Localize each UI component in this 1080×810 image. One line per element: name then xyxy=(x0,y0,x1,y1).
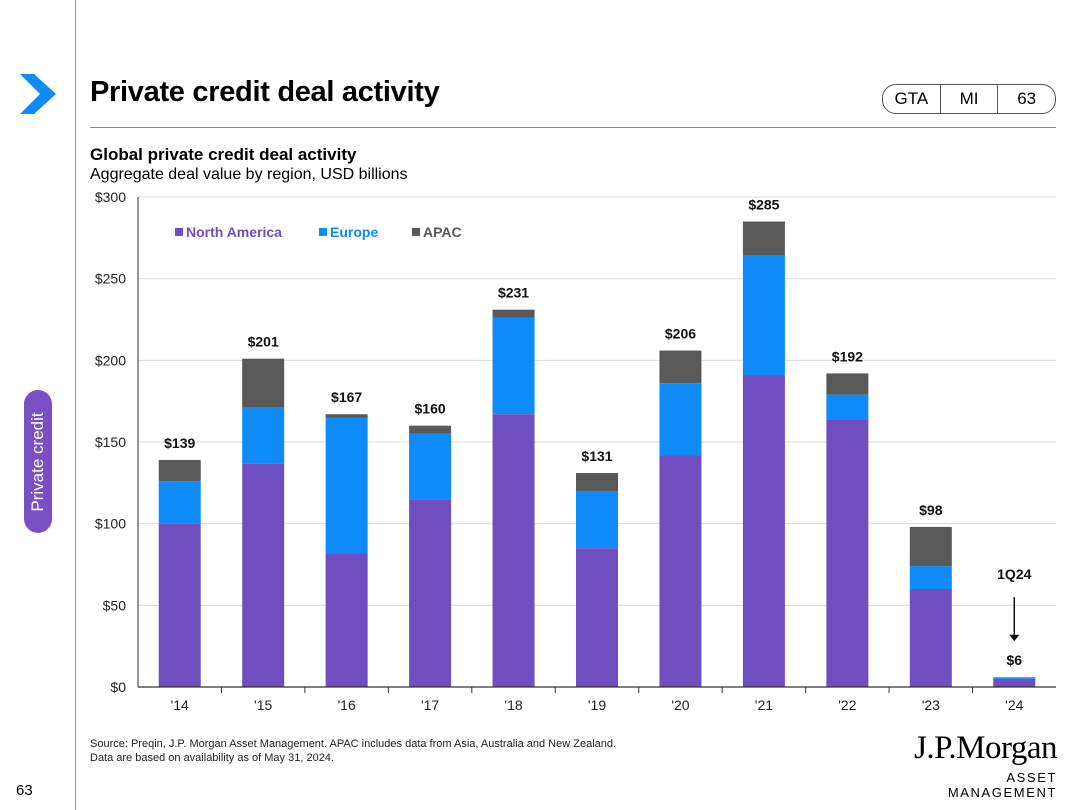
bar-total-label: $131 xyxy=(581,448,612,464)
bar-europe xyxy=(993,677,1036,679)
bar-apac xyxy=(742,221,785,256)
source-line-1: Source: Preqin, J.P. Morgan Asset Manage… xyxy=(90,738,617,750)
badge-gta[interactable]: GTA xyxy=(894,89,929,108)
x-tick-label: '22 xyxy=(838,697,856,713)
bar-europe xyxy=(742,255,785,376)
x-tick-label: '19 xyxy=(588,697,606,713)
bar-north-america xyxy=(659,455,702,687)
title-divider xyxy=(90,127,1056,128)
chart-subtitle: Aggregate deal value by region, USD bill… xyxy=(90,166,408,183)
bar-europe xyxy=(576,491,618,549)
bar-apac xyxy=(659,350,702,384)
bar-north-america xyxy=(158,523,201,687)
bar-north-america xyxy=(409,499,452,687)
legend-label: North America xyxy=(186,224,282,240)
legend-label: APAC xyxy=(423,224,462,240)
index-badge-group: GTA MI 63 xyxy=(882,84,1056,114)
y-tick-label: $250 xyxy=(95,271,126,287)
section-tab-private-credit[interactable]: Private credit xyxy=(24,390,52,533)
bar-apac xyxy=(325,414,368,418)
y-tick-label: $150 xyxy=(95,434,126,450)
bar-total-label: $231 xyxy=(498,285,529,301)
bar-apac xyxy=(492,309,535,318)
bar-apac xyxy=(242,358,285,408)
page-title: Private credit deal activity xyxy=(90,76,440,108)
bar-total-label: $6 xyxy=(1006,652,1022,668)
bar-north-america xyxy=(826,419,869,687)
bar-europe xyxy=(325,417,368,554)
chart-title: Global private credit deal activity xyxy=(90,145,357,164)
annotation-arrow-head xyxy=(1009,634,1020,642)
bar-europe xyxy=(242,407,285,464)
x-tick-label: '20 xyxy=(671,697,689,713)
legend-swatch xyxy=(319,227,327,236)
bar-europe xyxy=(826,394,869,420)
source-note: Source: Preqin, J.P. Morgan Asset Manage… xyxy=(90,737,616,765)
jpmorgan-logo: J.P.Morgan ASSET MANAGEMENT xyxy=(905,730,1057,800)
y-tick-label: $0 xyxy=(110,679,126,695)
y-tick-label: $300 xyxy=(95,189,126,205)
legend-swatch xyxy=(175,227,183,236)
bar-apac xyxy=(909,526,952,567)
bar-apac xyxy=(158,459,201,482)
bar-europe xyxy=(492,317,535,415)
x-tick-label: '21 xyxy=(755,697,773,713)
logo-tagline: ASSET MANAGEMENT xyxy=(947,770,1057,800)
x-tick-label: '17 xyxy=(421,697,439,713)
x-tick-label: '23 xyxy=(922,697,940,713)
y-tick-label: $200 xyxy=(95,352,126,368)
annotation-label: 1Q24 xyxy=(997,566,1031,582)
x-tick-label: '14 xyxy=(171,697,189,713)
x-tick-label: '24 xyxy=(1005,697,1023,713)
bar-europe xyxy=(409,433,452,500)
x-tick-label: '16 xyxy=(338,697,356,713)
bar-total-label: $139 xyxy=(164,435,195,451)
legend-label: Europe xyxy=(330,224,378,240)
bar-apac xyxy=(409,425,452,434)
y-tick-label: $50 xyxy=(103,597,127,613)
y-tick-label: $100 xyxy=(95,516,126,532)
legend-swatch xyxy=(412,227,420,236)
page-number: 63 xyxy=(16,782,33,799)
x-tick-label: '15 xyxy=(254,697,272,713)
bar-apac xyxy=(826,373,869,395)
bar-north-america xyxy=(909,589,952,687)
bar-north-america xyxy=(742,375,785,687)
bar-total-label: $98 xyxy=(919,502,943,518)
chevron-right-icon xyxy=(20,74,56,114)
bar-europe xyxy=(659,383,702,456)
bar-north-america xyxy=(576,548,618,687)
bar-total-label: $160 xyxy=(415,401,446,417)
bar-europe xyxy=(909,566,952,589)
bar-total-label: $206 xyxy=(665,326,696,342)
bar-north-america xyxy=(242,463,285,687)
left-divider-line xyxy=(75,0,76,810)
badge-mi[interactable]: MI xyxy=(939,85,998,113)
bar-apac xyxy=(576,473,618,491)
bar-total-label: $192 xyxy=(832,348,863,364)
x-tick-label: '18 xyxy=(504,697,522,713)
bar-north-america xyxy=(993,678,1036,687)
bar-total-label: $285 xyxy=(748,197,779,213)
bar-total-label: $167 xyxy=(331,389,362,405)
bar-north-america xyxy=(492,414,535,687)
bar-europe xyxy=(158,481,201,524)
bar-total-label: $201 xyxy=(248,334,279,350)
bar-north-america xyxy=(325,553,368,687)
source-line-2: Data are based on availability as of May… xyxy=(90,752,334,764)
logo-wordmark: J.P.Morgan xyxy=(914,730,1057,766)
badge-page[interactable]: 63 xyxy=(997,85,1055,113)
